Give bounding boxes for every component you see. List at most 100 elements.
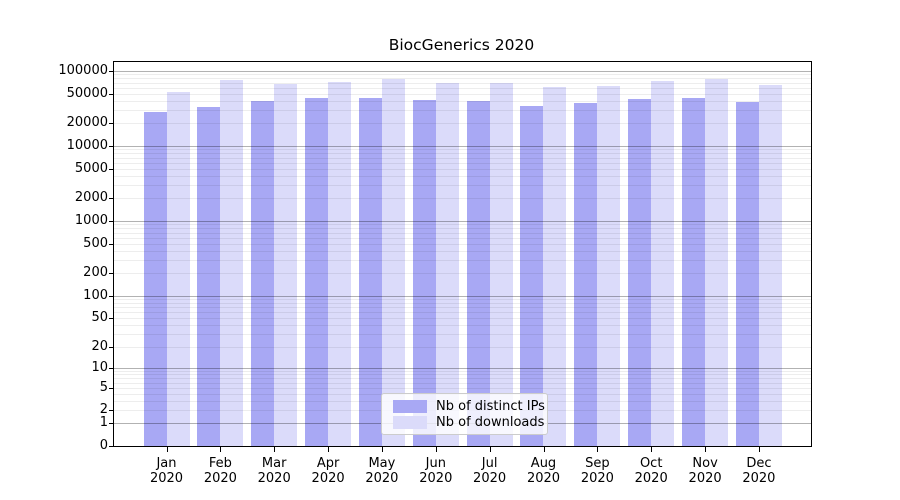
legend-item-downloads: Nb of downloads <box>393 415 544 430</box>
legend-label-distinct-ips: Nb of distinct IPs <box>436 398 545 414</box>
x-tick-label: Nov 2020 <box>673 456 737 486</box>
y-tick <box>109 387 114 389</box>
y-tick-label: 50000 <box>66 85 108 101</box>
y-tick-label: 20 <box>91 338 108 354</box>
y-tick <box>109 295 114 297</box>
x-tick-label: Apr 2020 <box>296 456 360 486</box>
y-tick-label: 0 <box>99 438 108 453</box>
y-tick <box>109 423 114 425</box>
x-tick-label: Feb 2020 <box>188 456 252 486</box>
x-tick <box>543 447 545 452</box>
bar-downloads-mar <box>274 84 298 446</box>
bar-distinct-ips-jan <box>143 111 167 446</box>
bar-distinct-ips-apr <box>305 98 329 446</box>
y-tick <box>109 410 114 412</box>
x-tick <box>381 447 383 452</box>
y-tick <box>109 168 114 170</box>
y-tick-label: 10 <box>91 359 108 375</box>
y-tick <box>109 93 114 95</box>
y-tick <box>109 243 114 245</box>
legend-label-downloads: Nb of downloads <box>436 414 545 430</box>
x-tick <box>166 447 168 452</box>
x-tick-label: Aug 2020 <box>512 456 576 486</box>
y-tick-label: 5000 <box>74 160 108 176</box>
x-tick <box>220 447 222 452</box>
x-tick <box>597 447 599 452</box>
bar-downloads-oct <box>651 81 675 446</box>
x-tick-month: Jul <box>481 456 498 471</box>
bar-downloads-aug <box>543 86 567 446</box>
y-tick <box>109 146 114 147</box>
x-tick-year: 2020 <box>311 471 345 486</box>
bar-distinct-ips-jun <box>412 99 436 446</box>
y-tick <box>109 273 114 275</box>
x-tick <box>489 447 491 452</box>
x-tick <box>435 447 437 452</box>
x-tick-year: 2020 <box>419 471 453 486</box>
x-tick-label: Jun 2020 <box>404 456 468 486</box>
x-tick-year: 2020 <box>257 471 291 486</box>
x-tick-label: Jul 2020 <box>458 456 522 486</box>
bar-downloads-jun <box>435 83 459 446</box>
x-tick-year: 2020 <box>526 471 561 486</box>
x-tick-month: Oct <box>639 456 663 471</box>
y-tick-label: 50 <box>91 309 108 325</box>
x-tick <box>651 447 653 452</box>
bar-downloads-feb <box>220 79 244 446</box>
x-tick-month: Jan <box>156 456 177 471</box>
bar-distinct-ips-aug <box>520 105 544 446</box>
x-tick-year: 2020 <box>473 471 507 486</box>
x-tick <box>274 447 276 452</box>
x-tick-label: Oct 2020 <box>619 456 683 486</box>
bar-downloads-apr <box>328 81 352 446</box>
x-tick-month: Nov <box>692 456 718 471</box>
x-tick <box>328 447 330 452</box>
x-tick-year: 2020 <box>149 471 184 486</box>
bar-downloads-may <box>381 79 405 446</box>
y-tick-label: 1000 <box>74 213 108 228</box>
bar-distinct-ips-sep <box>574 102 598 446</box>
legend-item-distinct-ips: Nb of distinct IPs <box>393 399 545 414</box>
legend-swatch-distinct-ips <box>393 399 427 413</box>
bar-distinct-ips-nov <box>682 97 706 446</box>
bar-distinct-ips-dec <box>735 101 759 446</box>
legend: Nb of distinct IPs Nb of downloads <box>381 393 548 435</box>
y-tick-label: 2 <box>99 402 108 418</box>
y-tick <box>109 446 114 447</box>
x-tick-label: Sep 2020 <box>565 456 629 486</box>
bar-distinct-ips-mar <box>251 100 275 446</box>
x-tick-month: Jun <box>425 456 446 471</box>
bar-downloads-dec <box>758 84 782 446</box>
x-tick-label: Jan 2020 <box>135 456 199 486</box>
y-tick-label: 200 <box>83 265 108 281</box>
y-tick-label: 500 <box>83 235 108 251</box>
bar-downloads-jul <box>489 82 513 446</box>
y-tick <box>109 123 114 125</box>
gridline-major <box>114 71 811 72</box>
x-tick-month: Aug <box>530 456 557 471</box>
y-tick <box>109 317 114 319</box>
bar-distinct-ips-jul <box>466 101 490 446</box>
y-tick <box>109 346 114 348</box>
y-tick-label: 10000 <box>66 138 108 153</box>
x-tick-year: 2020 <box>580 471 614 486</box>
x-tick <box>705 447 707 452</box>
y-tick-label: 20000 <box>66 115 108 131</box>
x-tick-year: 2020 <box>365 471 399 486</box>
y-tick-label: 1 <box>99 415 108 431</box>
x-tick-month: Apr <box>316 456 340 471</box>
x-tick-month: Feb <box>208 456 232 471</box>
legend-swatch-downloads <box>393 415 427 429</box>
y-tick-label: 2000 <box>74 190 108 206</box>
x-tick <box>758 447 760 452</box>
chart-title: BiocGenerics 2020 <box>388 36 535 54</box>
x-tick-year: 2020 <box>634 471 668 486</box>
bar-downloads-nov <box>705 78 729 446</box>
x-tick-month: Dec <box>746 456 772 471</box>
bar-downloads-sep <box>597 85 621 446</box>
x-tick-label: Mar 2020 <box>242 456 306 486</box>
y-tick-label: 100 <box>83 287 108 303</box>
x-tick-year: 2020 <box>742 471 776 486</box>
x-tick-year: 2020 <box>688 471 722 486</box>
bar-distinct-ips-oct <box>628 99 652 446</box>
